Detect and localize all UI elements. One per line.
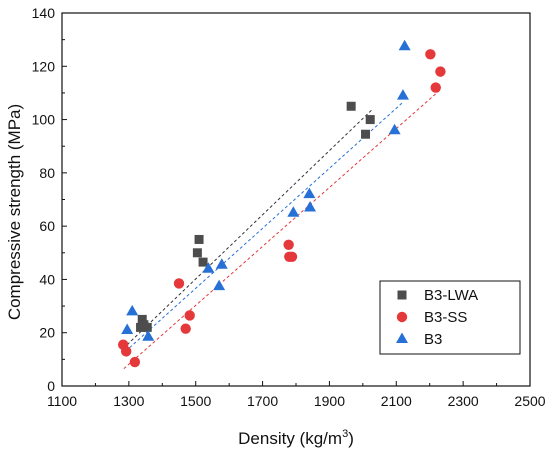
x-axis-title-tail: ): [348, 429, 354, 448]
data-point-b3-1: [126, 304, 139, 316]
data-point-b3-ss-3: [173, 278, 185, 289]
y-tick-label-7: 140: [32, 5, 56, 21]
x-tick-label-4: 1900: [314, 393, 345, 409]
axes: 1100 1300 1500 1700 1900 2100 2300 2500 0 20 40 60 8…: [32, 5, 546, 409]
data-point-b3-6: [287, 206, 300, 217]
x-axis-title-main: Density (kg/m: [238, 429, 342, 448]
data-point-b3-5: [215, 258, 228, 269]
y-tick-label-2: 40: [39, 271, 55, 287]
fit-line-b3: [125, 101, 404, 352]
x-axis-title: Density (kg/m3): [238, 428, 354, 448]
data-point-b3-3: [202, 262, 215, 273]
data-point-b3-7: [303, 187, 316, 199]
data-point-b3-lwa-7: [346, 101, 356, 111]
data-point-b3-ss-2: [129, 356, 141, 368]
fit-lines: [123, 89, 441, 370]
x-tick-label-2: 1500: [180, 393, 211, 409]
legend: B3-LWA B3-SS B3: [379, 280, 521, 355]
legend-label-b3-ss: B3-SS: [424, 309, 467, 326]
x-tick-label-6: 2300: [448, 393, 479, 409]
data-point-b3-4: [213, 279, 226, 291]
data-point-b3-8: [304, 200, 317, 212]
data-point-b3-0: [121, 323, 134, 335]
fit-line-b3-lwa: [126, 108, 374, 346]
y-tick-label-5: 100: [32, 112, 56, 128]
data-point-b3-ss-8: [286, 251, 298, 262]
data-point-b3-lwa-9: [365, 115, 375, 125]
legend-label-b3: B3: [424, 331, 442, 348]
data-point-b3-lwa-8: [361, 129, 371, 139]
legend-marker-b3: [396, 332, 408, 343]
legend-label-b3-lwa: B3-LWA: [424, 287, 478, 304]
y-tick-label-1: 20: [39, 325, 55, 341]
legend-marker-b3-ss: [396, 311, 408, 323]
x-tick-label-1: 1300: [113, 393, 144, 409]
data-point-b3-lwa-1: [137, 314, 147, 324]
y-tick-label-0: 0: [47, 378, 55, 394]
y-axis-title: Compressive strength (MPa): [5, 104, 24, 320]
data-point-b3-ss-4: [180, 323, 191, 334]
x-tick-label-7: 2500: [514, 393, 545, 409]
data-point-b3-11: [398, 39, 411, 51]
data-point-b3-ss-1: [120, 346, 132, 357]
data-point-b3-lwa-3: [142, 322, 152, 332]
x-tick-label-3: 1700: [247, 393, 278, 409]
data-point-b3-2: [142, 330, 155, 341]
data-point-b3-lwa-6: [198, 257, 208, 267]
data-point-b3-lwa-5: [194, 234, 204, 244]
data-points: [117, 39, 446, 368]
x-axis-title-sup: 3: [342, 428, 348, 440]
y-tick-label-4: 80: [39, 165, 55, 181]
legend-marker-b3-lwa: [397, 290, 407, 300]
x-tick-label-5: 2100: [381, 393, 412, 409]
data-point-b3-lwa-4: [192, 248, 202, 258]
data-point-b3-ss-10: [430, 82, 441, 93]
data-point-b3-10: [396, 89, 409, 100]
data-point-b3-ss-9: [425, 49, 436, 60]
data-point-b3-ss-11: [435, 66, 446, 77]
data-point-b3-ss-5: [184, 310, 195, 321]
fit-line-b3-ss: [123, 89, 441, 370]
y-tick-label-6: 120: [32, 58, 56, 74]
x-tick-label-0: 1100: [47, 393, 77, 409]
data-point-b3-9: [388, 123, 401, 135]
data-point-b3-ss-6: [283, 239, 294, 250]
y-tick-label-3: 60: [39, 218, 55, 234]
